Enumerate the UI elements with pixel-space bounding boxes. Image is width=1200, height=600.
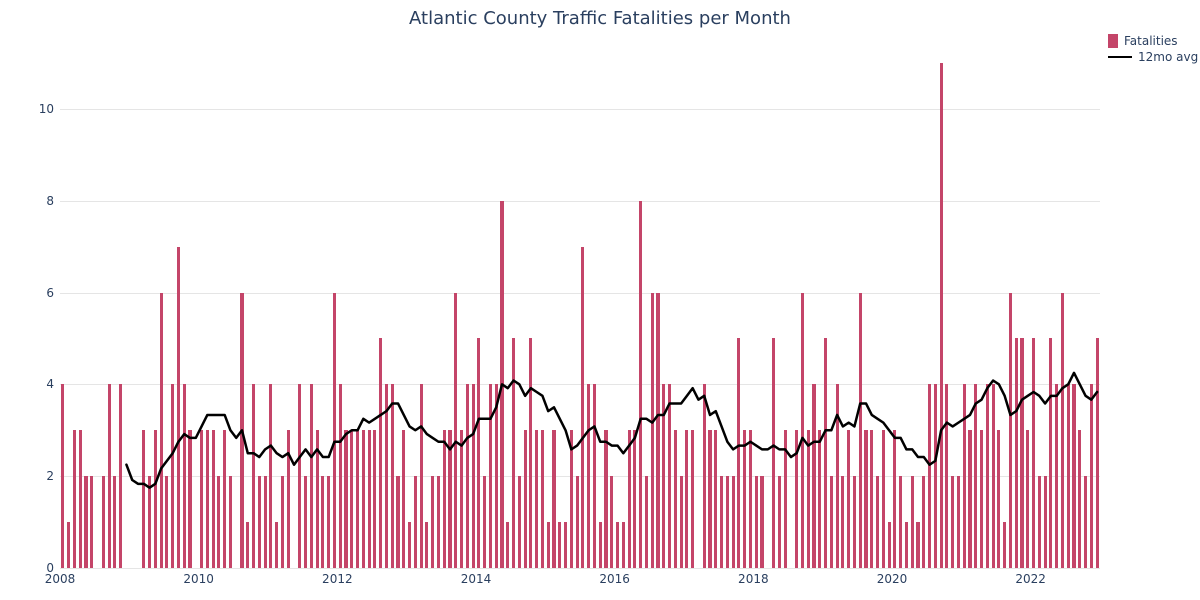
x-tick-label: 2012 — [322, 568, 353, 586]
chart-title: Atlantic County Traffic Fatalities per M… — [0, 8, 1200, 29]
y-tick-label: 2 — [46, 469, 60, 483]
chart-root: Atlantic County Traffic Fatalities per M… — [0, 0, 1200, 600]
x-tick-label: 2010 — [183, 568, 214, 586]
y-tick-label: 4 — [46, 377, 60, 391]
x-tick-label: 2020 — [877, 568, 908, 586]
x-tick-label: 2014 — [461, 568, 492, 586]
legend-swatch-bar — [1108, 34, 1118, 48]
legend-item: Fatalities — [1108, 34, 1198, 48]
legend-label: Fatalities — [1124, 34, 1178, 48]
gridline — [60, 568, 1100, 569]
x-tick-label: 2018 — [738, 568, 769, 586]
moving-average-line — [126, 373, 1097, 488]
legend-label: 12mo avg — [1138, 50, 1198, 64]
y-tick-label: 8 — [46, 194, 60, 208]
legend: Fatalities 12mo avg — [1108, 34, 1198, 66]
y-tick-label: 10 — [39, 102, 60, 116]
y-tick-label: 6 — [46, 286, 60, 300]
legend-swatch-line — [1108, 56, 1132, 58]
moving-average-layer — [60, 40, 1100, 568]
plot-area: 024681020082010201220142016201820202022 — [60, 40, 1100, 568]
x-tick-label: 2022 — [1015, 568, 1046, 586]
legend-item: 12mo avg — [1108, 50, 1198, 64]
x-tick-label: 2016 — [599, 568, 630, 586]
x-tick-label: 2008 — [45, 568, 76, 586]
